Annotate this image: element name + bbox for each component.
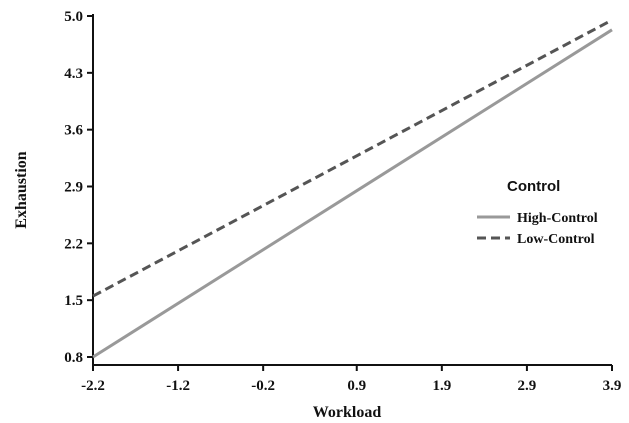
series-line-high-control xyxy=(92,28,613,359)
y-axis-title: Exhaustion xyxy=(13,151,30,228)
x-tick-label: -1.2 xyxy=(166,378,190,394)
x-tick-label: -2.2 xyxy=(81,378,105,394)
y-tick-label: 1.5 xyxy=(64,293,83,309)
y-tick-label: 2.2 xyxy=(64,236,83,252)
x-tick-label: 1.9 xyxy=(432,378,451,394)
series-line-low-control xyxy=(92,18,613,298)
y-tick-label: 0.8 xyxy=(64,350,83,366)
legend-label-low-control: Low-Control xyxy=(517,232,595,247)
x-tick-label: 0.9 xyxy=(347,378,366,394)
chart-series xyxy=(92,18,613,359)
legend: Control High-Control Low-Control xyxy=(477,178,598,247)
legend-label-high-control: High-Control xyxy=(517,211,598,226)
x-axis-title: Workload xyxy=(313,404,382,421)
x-tick-label: 3.9 xyxy=(603,378,622,394)
x-tick-label: 2.9 xyxy=(518,378,537,394)
y-tick-label: 2.9 xyxy=(64,180,83,196)
y-tick-label: 3.6 xyxy=(64,123,83,139)
chart-ticks: 0.8 1.5 2.2 2.9 3.6 4.3 5.0 -2.2 -1.2 -0.2 0.9 1.9 2… xyxy=(64,9,621,394)
x-tick-label: -0.2 xyxy=(251,378,275,394)
y-tick-label: 5.0 xyxy=(64,9,83,25)
y-tick-label: 4.3 xyxy=(64,66,83,82)
legend-title: Control xyxy=(507,178,560,195)
